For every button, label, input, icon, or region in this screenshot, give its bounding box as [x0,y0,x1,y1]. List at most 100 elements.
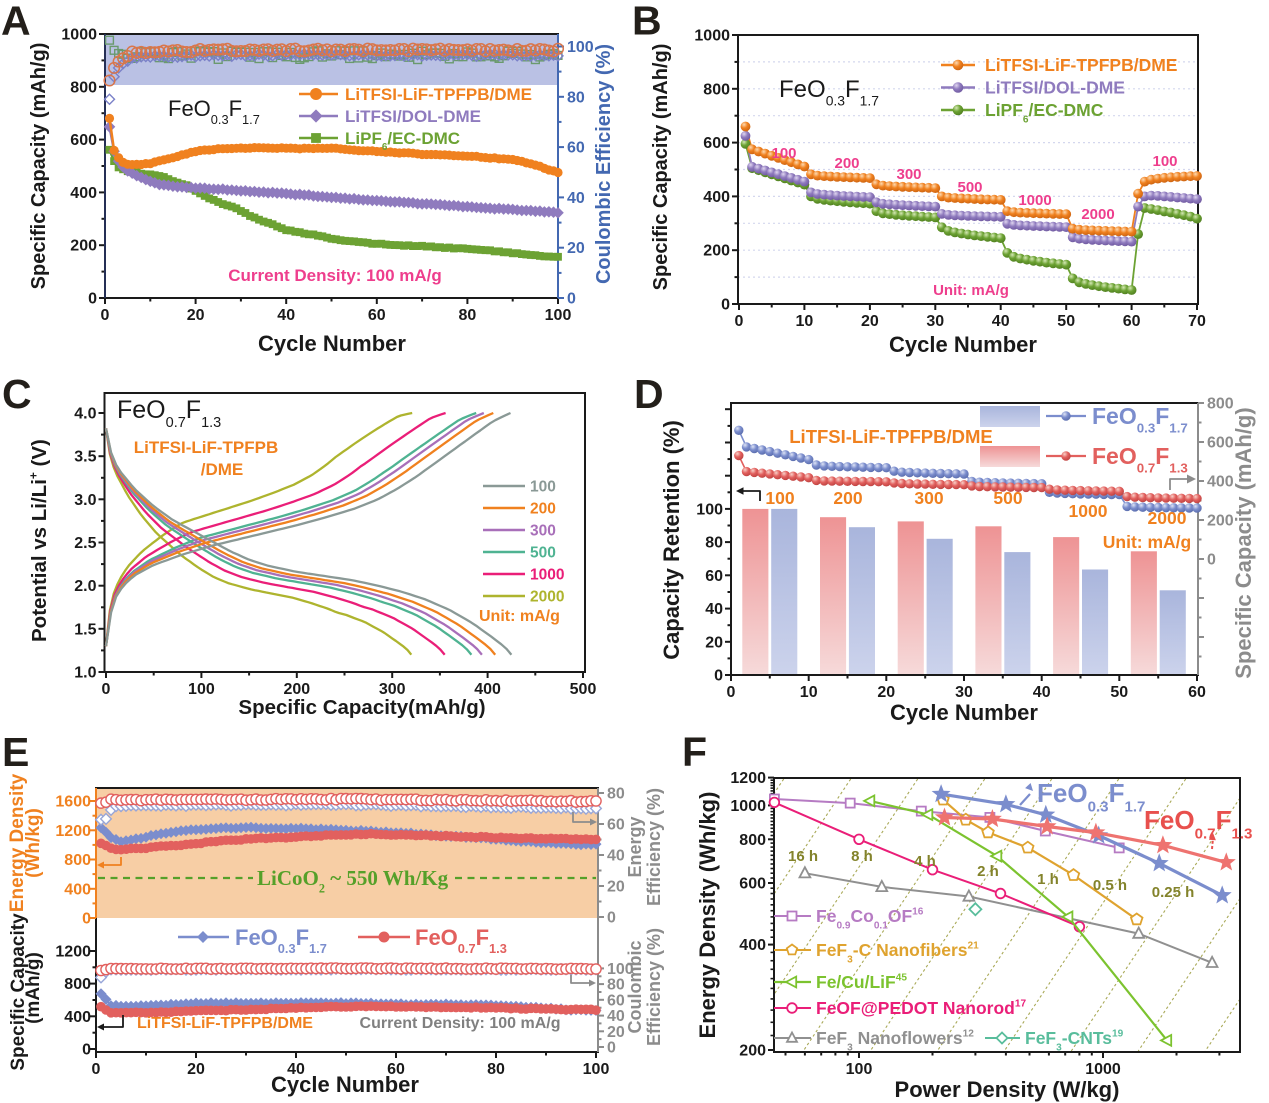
svg-text:4 h: 4 h [914,853,936,870]
svg-text:800: 800 [703,81,730,98]
svg-text:FeF3-C Nanofibers21: FeF3-C Nanofibers21 [816,940,979,965]
svg-text:FeF3-CNTs19: FeF3-CNTs19 [1025,1028,1124,1053]
svg-text:800: 800 [70,79,97,96]
svg-text:16 h: 16 h [788,848,818,865]
svg-text:FeOF@PEDOT Nanorod17: FeOF@PEDOT Nanorod17 [816,998,1026,1018]
svg-text:0: 0 [714,668,723,685]
svg-text:0: 0 [735,313,744,330]
svg-text:300: 300 [379,681,406,698]
svg-text:Coulombic Efficiency (%): Coulombic Efficiency (%) [593,44,615,284]
svg-text:D: D [634,371,664,417]
svg-text:Capacity Retention (%): Capacity Retention (%) [659,420,684,660]
svg-text:60: 60 [705,568,723,585]
svg-text:FeO0.7F1.3: FeO0.7F1.3 [117,396,221,431]
svg-text:400: 400 [739,937,766,954]
svg-text:B: B [632,0,662,44]
svg-text:1.0: 1.0 [74,665,96,682]
svg-text:300: 300 [530,523,556,540]
svg-text:20: 20 [877,684,895,701]
svg-text:400: 400 [70,185,97,202]
svg-text:50: 50 [1057,313,1075,330]
svg-text:600: 600 [703,135,730,152]
svg-text:80: 80 [607,977,625,994]
svg-text:40: 40 [277,307,295,324]
svg-text:20: 20 [187,307,205,324]
svg-text:300: 300 [896,166,921,183]
svg-text:1600: 1600 [55,794,91,811]
svg-text:80: 80 [459,307,477,324]
svg-text:Cycle Number: Cycle Number [271,1072,419,1097]
svg-text:60: 60 [387,1061,405,1078]
svg-text:F: F [682,729,707,775]
svg-text:Cycle Number: Cycle Number [889,332,1037,357]
svg-text:3.5: 3.5 [74,449,96,466]
svg-text:600: 600 [70,132,97,149]
svg-text:Cycle Number: Cycle Number [890,700,1038,725]
svg-text:8 h: 8 h [851,848,873,865]
svg-text:10: 10 [800,684,818,701]
svg-text:400: 400 [703,189,730,206]
svg-text:40: 40 [287,1061,305,1078]
svg-text:70: 70 [1188,313,1206,330]
svg-text:200: 200 [703,243,730,260]
svg-text:20: 20 [187,1061,205,1078]
svg-text:1000: 1000 [1069,501,1108,521]
svg-text:200: 200 [739,1043,766,1060]
svg-text:E: E [2,729,29,775]
svg-text:LiCoO2 ~ 550 Wh/Kg: LiCoO2 ~ 550 Wh/Kg [257,866,449,896]
svg-text:40: 40 [705,601,723,618]
svg-text:20: 20 [861,313,879,330]
svg-text:50: 50 [1110,684,1128,701]
svg-text:800: 800 [64,852,91,869]
svg-text:1200: 1200 [730,770,766,787]
svg-text:20: 20 [607,1024,625,1041]
svg-text:1 h: 1 h [1037,871,1059,888]
svg-text:LiTFSI-LiF-TPFPB: LiTFSI-LiF-TPFPB [134,438,278,457]
svg-text:1000: 1000 [530,567,564,584]
svg-text:500: 500 [993,488,1022,508]
svg-text:Unit: mA/g: Unit: mA/g [933,282,1009,299]
svg-text:Fe0.9Co0.1OF16: Fe0.9Co0.1OF16 [816,906,924,931]
svg-text:LiTFSI-LiF-TPFPB/DME: LiTFSI-LiF-TPFPB/DME [345,85,532,104]
svg-text:0: 0 [1207,552,1216,569]
svg-text:100: 100 [188,681,215,698]
svg-text:FeO0.7F1.3: FeO0.7F1.3 [1092,443,1188,475]
svg-text:100: 100 [530,479,556,496]
svg-text:60: 60 [368,307,386,324]
svg-text:0: 0 [92,1061,101,1078]
svg-text:80: 80 [705,535,723,552]
svg-text:100: 100 [607,961,634,978]
svg-text:60: 60 [1188,684,1206,701]
svg-text:10: 10 [796,313,814,330]
svg-text:LiPF6/EC-DMC: LiPF6/EC-DMC [345,129,460,153]
svg-text:100: 100 [583,1061,610,1078]
svg-text:600: 600 [1207,435,1234,452]
svg-text:4.0: 4.0 [74,406,96,423]
svg-text:800: 800 [1207,396,1234,413]
svg-text:40: 40 [992,313,1010,330]
svg-text:60: 60 [607,817,625,834]
svg-text:1200: 1200 [55,944,91,961]
svg-text:LiTFSI/DOL-DME: LiTFSI/DOL-DME [985,78,1125,98]
svg-text:2.5: 2.5 [74,535,96,552]
svg-text:200: 200 [70,238,97,255]
svg-text:400: 400 [1207,474,1234,491]
svg-text:Specific Capacity (mAh/g): Specific Capacity (mAh/g) [28,43,50,290]
svg-text:0.25 h: 0.25 h [1152,884,1195,901]
svg-text:FeO0.3F1.7: FeO0.3F1.7 [779,76,879,109]
svg-text:Efficiency (%): Efficiency (%) [644,928,664,1046]
svg-text:30: 30 [926,313,944,330]
svg-text:3.0: 3.0 [74,492,96,509]
svg-text:Energy Density (Wh/kg): Energy Density (Wh/kg) [695,792,720,1039]
svg-text:FeO0.7F1.3: FeO0.7F1.3 [1144,805,1252,842]
svg-text:1000: 1000 [1085,1061,1121,1078]
svg-text:1200: 1200 [55,823,91,840]
svg-text:Efficiency (%): Efficiency (%) [644,788,664,906]
svg-text:100: 100 [1152,153,1177,170]
svg-text:LiTFSI/DOL-DME: LiTFSI/DOL-DME [345,107,481,126]
svg-text:40: 40 [607,1008,625,1025]
svg-text:2000: 2000 [530,589,564,606]
svg-text:Specific Capacity(mAh/g): Specific Capacity(mAh/g) [238,696,485,719]
svg-text:/DME: /DME [201,460,244,479]
svg-text:0: 0 [727,684,736,701]
